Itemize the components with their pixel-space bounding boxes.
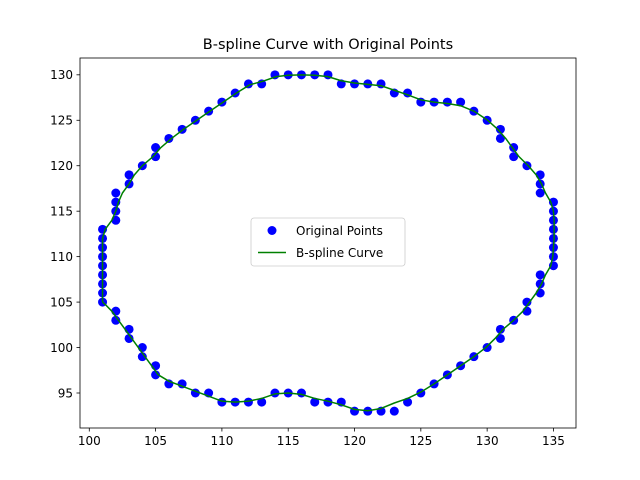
y-tick-label: 110	[50, 250, 73, 264]
original-point-marker	[323, 397, 333, 407]
y-tick-label: 130	[50, 68, 73, 82]
original-point-marker	[495, 133, 505, 143]
x-tick-label: 120	[343, 434, 366, 448]
original-point-marker	[456, 97, 466, 107]
original-point-marker	[151, 370, 161, 380]
original-point-marker	[243, 397, 253, 407]
original-point-marker	[495, 333, 505, 343]
original-point-marker	[151, 152, 161, 162]
curve-layer	[101, 74, 555, 412]
legend-label-original-points: Original Points	[296, 224, 383, 238]
original-point-marker	[257, 397, 267, 407]
plot-area	[79, 57, 577, 429]
original-point-marker	[124, 333, 134, 343]
x-tick-label: 135	[542, 434, 565, 448]
y-tick-label: 105	[50, 295, 73, 309]
original-point-marker	[350, 79, 360, 89]
x-tick-label: 130	[476, 434, 499, 448]
original-point-marker	[151, 143, 161, 153]
original-point-marker	[482, 343, 492, 353]
b-spline-curve-line	[101, 74, 555, 412]
legend: Original Points B-spline Curve	[250, 217, 406, 267]
original-point-marker	[535, 270, 545, 280]
y-tick-label: 115	[50, 204, 73, 218]
original-point-marker	[296, 388, 306, 398]
x-tick-label: 110	[210, 434, 233, 448]
x-tick-label: 105	[144, 434, 167, 448]
y-tick-label: 125	[50, 114, 73, 128]
original-point-marker	[164, 133, 174, 143]
original-point-marker	[509, 152, 519, 162]
original-point-marker	[442, 97, 452, 107]
x-tick-label: 100	[78, 434, 101, 448]
original-point-marker	[522, 161, 532, 171]
original-point-marker	[111, 315, 121, 325]
legend-box	[250, 217, 406, 267]
original-point-marker	[124, 170, 134, 180]
x-tick-label: 115	[277, 434, 300, 448]
x-axis: 100 105 110 115 120 125 130 135	[78, 428, 565, 448]
y-axis: 95 100 105 110 115 120 125 130	[50, 68, 80, 400]
original-point-marker	[389, 406, 399, 416]
y-tick-label: 95	[58, 386, 73, 400]
original-point-marker	[522, 297, 532, 307]
x-tick-label: 125	[409, 434, 432, 448]
original-point-marker	[495, 124, 505, 134]
axes-frame	[79, 57, 577, 429]
original-point-marker	[535, 188, 545, 198]
original-point-marker	[177, 379, 187, 389]
chart-title: B-spline Curve with Original Points	[203, 37, 453, 53]
legend-label-b-spline-curve: B-spline Curve	[296, 246, 383, 260]
original-point-marker	[310, 397, 320, 407]
original-point-marker	[137, 352, 147, 362]
legend-marker-original-points	[267, 226, 277, 235]
y-tick-label: 100	[50, 341, 73, 355]
original-point-marker	[495, 324, 505, 334]
original-point-marker	[111, 188, 121, 198]
y-tick-label: 120	[50, 159, 73, 173]
